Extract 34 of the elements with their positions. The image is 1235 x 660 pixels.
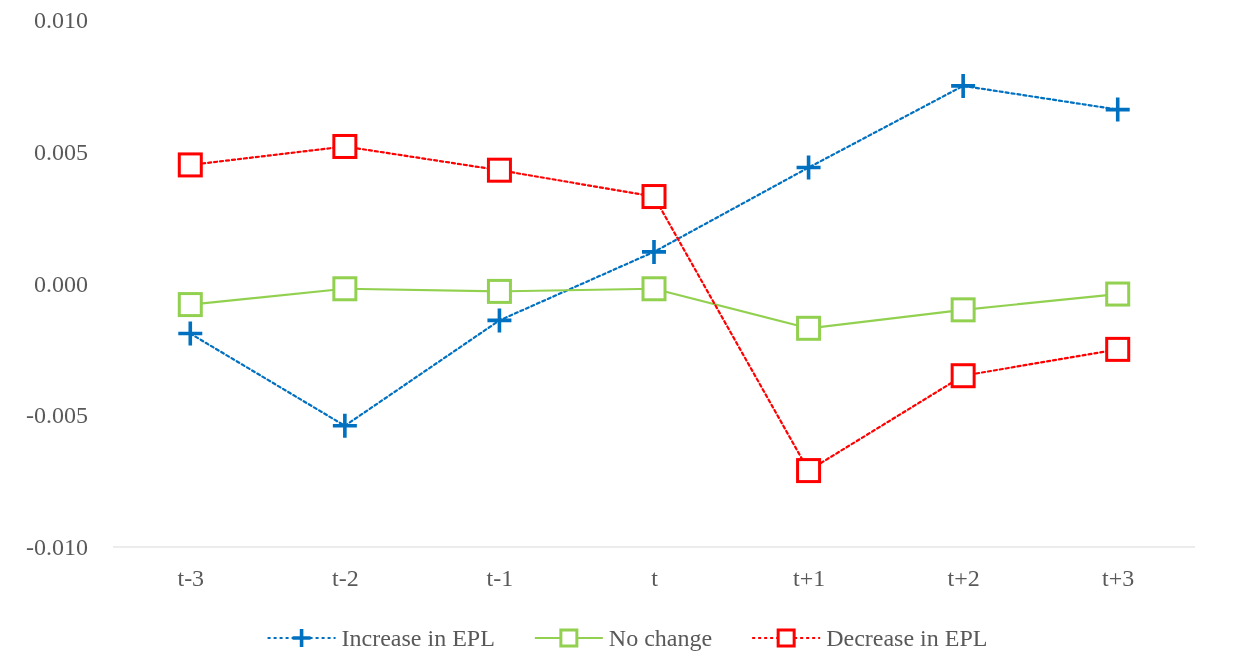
point xyxy=(796,315,822,341)
point xyxy=(177,292,203,318)
legend-label: No change xyxy=(608,625,713,651)
point xyxy=(486,157,512,183)
legend-label: Decrease in EPL xyxy=(826,625,988,651)
y-tick-label: 0.010 xyxy=(34,7,88,34)
point xyxy=(332,276,358,302)
x-tick-label: t+3 xyxy=(1102,565,1135,592)
point xyxy=(332,133,358,159)
point xyxy=(950,363,976,389)
y-tick-label: -0.005 xyxy=(26,402,88,429)
point xyxy=(1105,97,1130,122)
y-tick-label: 0.000 xyxy=(34,270,88,297)
x-tick-label: t xyxy=(651,565,659,592)
point xyxy=(332,413,357,438)
point xyxy=(1105,281,1131,307)
point xyxy=(951,73,976,98)
point xyxy=(178,321,203,346)
point xyxy=(641,184,667,210)
point xyxy=(642,239,666,264)
point xyxy=(950,297,976,323)
x-tick-label: t+2 xyxy=(947,565,980,592)
point xyxy=(1105,336,1131,362)
x-tick-label: t+1 xyxy=(792,565,826,592)
point xyxy=(486,278,512,304)
x-tick-label: t-1 xyxy=(486,565,514,592)
point xyxy=(641,276,667,302)
x-tick-label: t-3 xyxy=(177,565,205,592)
x-tick-label: t-2 xyxy=(332,565,359,592)
y-tick-label: 0.005 xyxy=(34,138,88,165)
point xyxy=(177,152,203,178)
legend-label: Increase in EPL xyxy=(341,625,495,651)
y-tick-label: -0.010 xyxy=(26,534,88,561)
point xyxy=(796,458,822,484)
